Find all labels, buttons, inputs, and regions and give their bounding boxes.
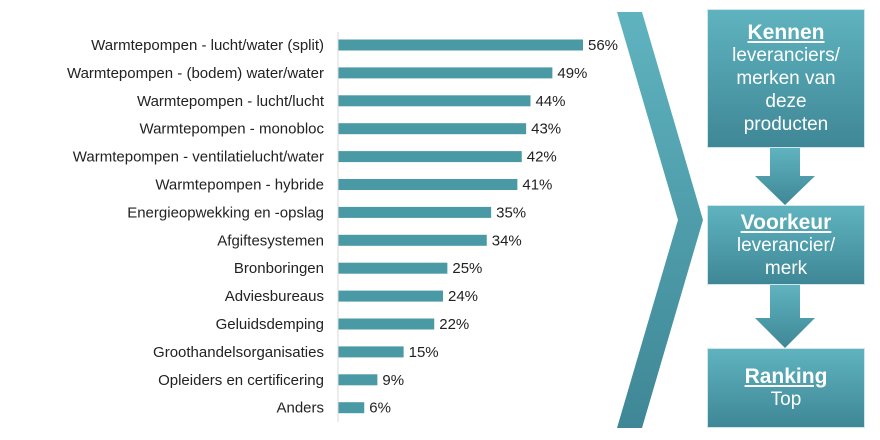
data-label: 24% bbox=[448, 288, 478, 305]
bar bbox=[338, 234, 487, 246]
category-label: Warmtepompen - hybride bbox=[155, 177, 324, 194]
step-text: leverancier/ bbox=[736, 234, 836, 256]
category-label: Afgiftesystemen bbox=[217, 232, 324, 249]
data-label: 15% bbox=[409, 344, 439, 361]
bar bbox=[338, 374, 378, 386]
data-label: 49% bbox=[557, 65, 587, 82]
data-label: 35% bbox=[496, 204, 526, 221]
step-title: Kennen bbox=[747, 21, 825, 44]
step-text: leveranciers/ bbox=[732, 45, 840, 66]
flow-step-voorkeur: Voorkeur leverancier/ merk bbox=[707, 205, 865, 285]
step-text: merken van bbox=[736, 68, 836, 89]
step-text: merk bbox=[764, 257, 808, 279]
category-label: Adviesbureaus bbox=[225, 288, 324, 305]
bar bbox=[338, 318, 435, 330]
category-label: Energieopwekking en -opslag bbox=[127, 204, 324, 221]
category-label: Opleiders en certificering bbox=[158, 372, 324, 389]
arrow-down-icon bbox=[755, 148, 815, 205]
category-label: Warmtepompen - (bodem) water/water bbox=[67, 65, 324, 82]
step-text: deze bbox=[765, 91, 807, 112]
category-label: Warmtepompen - lucht/lucht bbox=[137, 93, 325, 110]
data-label: 22% bbox=[439, 316, 469, 333]
bar bbox=[338, 262, 448, 274]
category-label: Bronboringen bbox=[234, 260, 324, 277]
category-label: Warmtepompen - ventilatielucht/water bbox=[73, 149, 324, 166]
data-label: 44% bbox=[536, 93, 566, 110]
category-label: Geluidsdemping bbox=[216, 316, 324, 333]
data-label: 9% bbox=[382, 372, 404, 389]
bar bbox=[338, 346, 404, 358]
chevron-icon bbox=[617, 12, 703, 428]
step-title: Ranking bbox=[744, 365, 828, 388]
arrow-down-icon bbox=[755, 285, 815, 348]
step-text: Top bbox=[770, 389, 802, 410]
data-label: 25% bbox=[452, 260, 482, 277]
data-label: 41% bbox=[522, 177, 552, 194]
bar bbox=[338, 123, 527, 135]
step-text: producten bbox=[743, 114, 829, 135]
flow-step-ranking: Ranking Top bbox=[707, 348, 865, 428]
bar bbox=[338, 95, 531, 107]
bar bbox=[338, 206, 492, 218]
data-label: 56% bbox=[588, 37, 618, 54]
bar bbox=[338, 179, 518, 190]
data-label: 6% bbox=[369, 400, 391, 417]
flow-step-kennen: Kennen leveranciers/ merken van deze pro… bbox=[707, 9, 865, 148]
bar bbox=[338, 39, 583, 51]
bar bbox=[338, 67, 553, 79]
bar bbox=[338, 402, 365, 414]
category-label: Anders bbox=[276, 400, 324, 417]
category-label: Warmtepompen - lucht/water (split) bbox=[91, 37, 324, 54]
data-label: 43% bbox=[531, 121, 561, 138]
bar bbox=[338, 151, 522, 163]
data-label: 42% bbox=[527, 149, 557, 166]
step-title: Voorkeur bbox=[740, 210, 832, 234]
category-label: Warmtepompen - monobloc bbox=[139, 121, 324, 138]
data-label: 34% bbox=[492, 232, 522, 249]
category-label: Groothandelsorganisaties bbox=[153, 344, 324, 361]
bar bbox=[338, 290, 443, 302]
